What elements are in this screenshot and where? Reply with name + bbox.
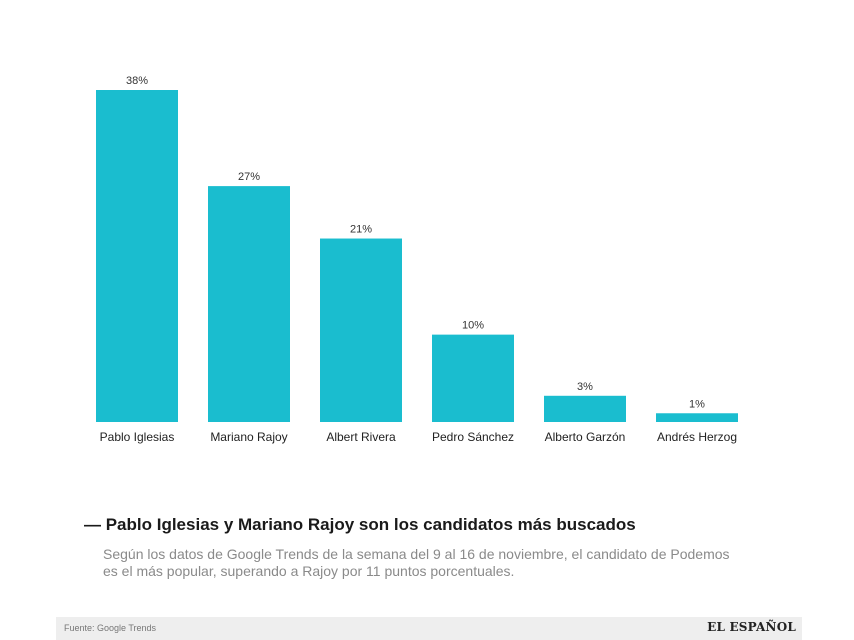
bar-alberto-garzón (544, 395, 626, 422)
category-label: Albert Rivera (326, 430, 396, 444)
bar-value-label: 27% (238, 171, 260, 183)
bar-value-label: 1% (689, 398, 705, 410)
bar-pedro-sánchez (432, 334, 514, 422)
bar-value-label: 10% (462, 320, 484, 332)
category-label: Andrés Herzog (657, 430, 737, 444)
bar-mariano-rajoy (208, 186, 290, 422)
bar-albert-rivera (320, 238, 402, 422)
brand-logo: EL ESPAÑOL (707, 620, 796, 634)
bar-value-label: 3% (577, 381, 593, 393)
footer-bar: Fuente: Google Trends EL ESPAÑOL (56, 617, 802, 640)
category-label: Pablo Iglesias (100, 430, 175, 444)
source-note: Fuente: Google Trends (64, 623, 157, 633)
bar-pablo-iglesias (96, 90, 178, 422)
category-label: Pedro Sánchez (432, 430, 514, 444)
chart-description: Según los datos de Google Trends de la s… (103, 546, 730, 579)
bar-value-label: 38% (126, 75, 148, 87)
category-label: Mariano Rajoy (210, 430, 287, 444)
chart-headline: — Pablo Iglesias y Mariano Rajoy son los… (84, 515, 636, 534)
bar-value-label: 21% (350, 224, 372, 236)
bar-andrés-herzog (656, 413, 738, 422)
category-label: Alberto Garzón (545, 430, 626, 444)
bar-chart: 38% Pablo Iglesias 27% Mariano Rajoy 21% Albe… (96, 75, 738, 444)
